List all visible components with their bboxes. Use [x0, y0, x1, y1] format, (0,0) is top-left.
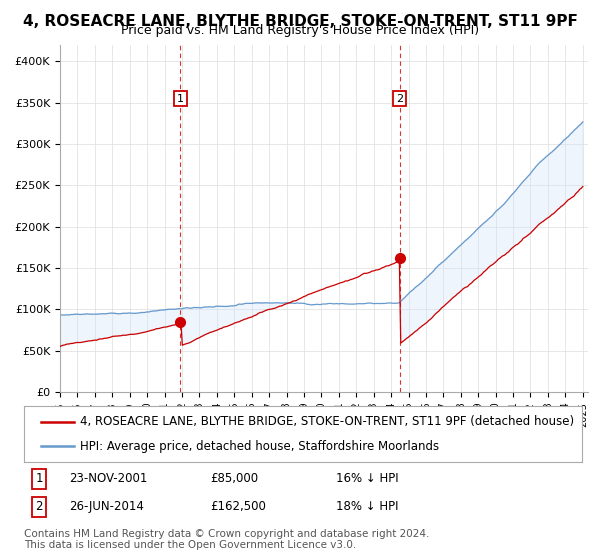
Text: 23-NOV-2001: 23-NOV-2001	[69, 472, 148, 486]
Text: 4, ROSEACRE LANE, BLYTHE BRIDGE, STOKE-ON-TRENT, ST11 9PF (detached house): 4, ROSEACRE LANE, BLYTHE BRIDGE, STOKE-O…	[80, 415, 574, 428]
Text: £162,500: £162,500	[210, 500, 266, 514]
Text: This data is licensed under the Open Government Licence v3.0.: This data is licensed under the Open Gov…	[24, 540, 356, 550]
Text: 16% ↓ HPI: 16% ↓ HPI	[336, 472, 398, 486]
Text: 1: 1	[35, 472, 43, 486]
Text: Price paid vs. HM Land Registry's House Price Index (HPI): Price paid vs. HM Land Registry's House …	[121, 24, 479, 36]
Text: 2: 2	[396, 94, 403, 104]
Text: HPI: Average price, detached house, Staffordshire Moorlands: HPI: Average price, detached house, Staf…	[80, 440, 439, 453]
Text: 18% ↓ HPI: 18% ↓ HPI	[336, 500, 398, 514]
Text: 26-JUN-2014: 26-JUN-2014	[69, 500, 144, 514]
Text: 4, ROSEACRE LANE, BLYTHE BRIDGE, STOKE-ON-TRENT, ST11 9PF: 4, ROSEACRE LANE, BLYTHE BRIDGE, STOKE-O…	[23, 14, 577, 29]
Text: Contains HM Land Registry data © Crown copyright and database right 2024.: Contains HM Land Registry data © Crown c…	[24, 529, 430, 539]
Text: £85,000: £85,000	[210, 472, 258, 486]
Text: 1: 1	[177, 94, 184, 104]
Text: 2: 2	[35, 500, 43, 514]
